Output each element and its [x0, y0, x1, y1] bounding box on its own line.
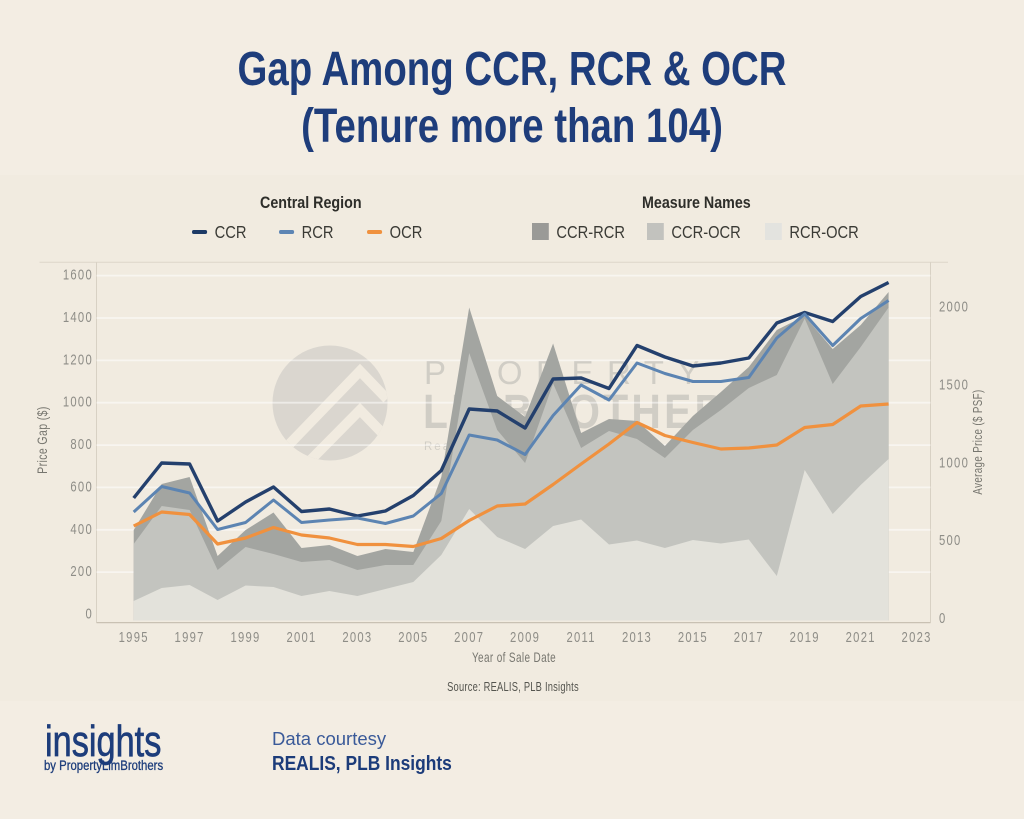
- svg-text:1000: 1000: [939, 454, 969, 471]
- svg-text:0: 0: [85, 605, 93, 622]
- svg-text:Price Gap ($): Price Gap ($): [35, 406, 51, 474]
- svg-text:2013: 2013: [622, 628, 652, 645]
- svg-text:400: 400: [70, 520, 93, 537]
- svg-text:2005: 2005: [398, 628, 428, 645]
- svg-text:1500: 1500: [939, 376, 969, 393]
- svg-text:Year of Sale Date: Year of Sale Date: [472, 649, 556, 665]
- svg-text:2009: 2009: [510, 628, 540, 645]
- svg-text:600: 600: [70, 478, 93, 495]
- svg-text:500: 500: [939, 532, 962, 549]
- svg-text:2007: 2007: [454, 628, 484, 645]
- svg-text:2003: 2003: [342, 628, 372, 645]
- svg-text:1000: 1000: [63, 393, 93, 410]
- svg-text:2023: 2023: [902, 628, 932, 645]
- svg-text:1997: 1997: [175, 628, 205, 645]
- svg-text:2000: 2000: [939, 298, 969, 315]
- svg-text:1200: 1200: [63, 351, 93, 368]
- svg-text:Average Price ($ PSF): Average Price ($ PSF): [972, 389, 986, 494]
- svg-text:1600: 1600: [63, 266, 93, 283]
- svg-text:2011: 2011: [566, 628, 595, 645]
- svg-text:1400: 1400: [63, 308, 93, 325]
- svg-text:800: 800: [70, 436, 93, 453]
- svg-text:2021: 2021: [846, 628, 876, 645]
- svg-text:Source: REALIS, PLB Insights: Source: REALIS, PLB Insights: [447, 681, 579, 695]
- svg-text:2017: 2017: [734, 628, 764, 645]
- svg-text:0: 0: [939, 609, 947, 626]
- svg-text:200: 200: [70, 563, 93, 580]
- svg-text:1999: 1999: [230, 628, 260, 645]
- svg-text:2019: 2019: [790, 628, 820, 645]
- svg-text:1995: 1995: [119, 628, 149, 645]
- svg-text:2015: 2015: [678, 628, 708, 645]
- svg-text:2001: 2001: [286, 628, 316, 645]
